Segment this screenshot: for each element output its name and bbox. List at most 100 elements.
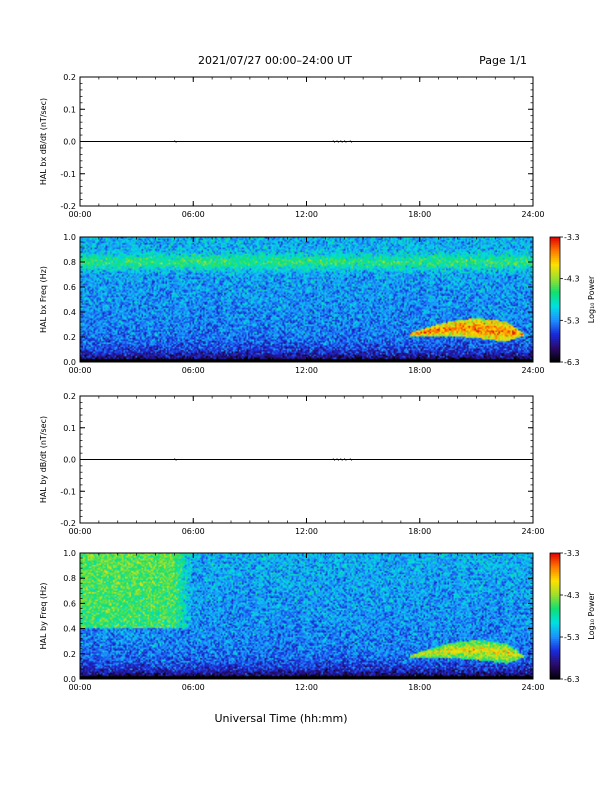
colorbar-segment (550, 357, 560, 361)
colorbar-segment (550, 592, 560, 596)
x-tick-label: 24:00 (521, 210, 544, 219)
colorbar-segment (550, 282, 560, 286)
colorbar-segment (550, 567, 560, 571)
colorbar-segment (550, 345, 560, 349)
colorbar-segment (550, 318, 560, 321)
colorbar-segment (550, 324, 560, 328)
colorbar-label: Log₁₀ Power (587, 592, 596, 640)
colorbar-segment (550, 270, 560, 274)
x-tick-label: 12:00 (295, 210, 318, 219)
colorbar-segment (550, 622, 560, 625)
colorbar-segment (550, 337, 560, 340)
colorbar-segment (550, 253, 560, 257)
colorbar-segment (550, 603, 560, 607)
colorbar-segment (550, 289, 560, 292)
y-axis-label: HAL by dB/dt (nT/sec) (39, 416, 48, 503)
y-tick-label: 0.0 (63, 358, 76, 367)
colorbar-segment (550, 343, 560, 346)
colorbar-segment (550, 561, 560, 565)
y-tick-label: 0.6 (63, 599, 76, 608)
x-tick-label: 00:00 (68, 210, 91, 219)
colorbar-segment (550, 353, 560, 357)
colorbar-segment (550, 647, 560, 651)
colorbar-segment (550, 641, 560, 644)
colorbar-segment (550, 257, 560, 261)
colorbar-segment (550, 616, 560, 619)
colorbar-segment (550, 590, 560, 594)
trace-spike (336, 458, 339, 461)
colorbar-segment (550, 255, 560, 259)
colorbar-segment (550, 613, 560, 617)
colorbar-segment (550, 293, 560, 296)
colorbar-segment (550, 264, 560, 267)
y-tick-label: 0.8 (63, 574, 76, 583)
colorbar-segment (550, 247, 560, 251)
y-tick-label: 0.4 (63, 625, 76, 634)
y-tick-label: -0.2 (60, 519, 76, 528)
trace-spike (174, 458, 177, 461)
colorbar-segment (550, 645, 560, 649)
colorbar-tick-label: -3.3 (564, 549, 580, 558)
colorbar-segment (550, 341, 560, 344)
colorbar-segment (550, 578, 560, 581)
colorbar-segment (550, 626, 560, 630)
colorbar-segment (550, 634, 560, 638)
colorbar-segment (550, 339, 560, 342)
colorbar-segment (550, 557, 560, 560)
y-tick-label: 0.1 (63, 105, 76, 114)
colorbar-segment (550, 676, 560, 680)
colorbar-segment (550, 588, 560, 592)
colorbar-segment (550, 605, 560, 609)
colorbar-segment (550, 239, 560, 242)
x-tick-label: 12:00 (295, 683, 318, 692)
colorbar-segment (550, 651, 560, 655)
colorbar-segment (550, 584, 560, 588)
colorbar-tick-label: -6.3 (564, 675, 580, 684)
y-tick-label: 1.0 (63, 549, 76, 558)
trace-spike (349, 140, 353, 143)
x-tick-label: 18:00 (408, 210, 431, 219)
colorbar-segment (550, 274, 560, 278)
y-axis-label: HAL by Freq (Hz) (39, 583, 48, 650)
colorbar-frame (549, 552, 561, 680)
x-tick-label: 06:00 (182, 527, 205, 536)
spectrogram-image (80, 553, 533, 679)
colorbar-segment (550, 312, 560, 315)
colorbar-segment (550, 664, 560, 667)
colorbar-segment (550, 301, 560, 305)
colorbar-segment (550, 295, 560, 299)
colorbar-segment (550, 618, 560, 621)
x-tick-label: 06:00 (182, 366, 205, 375)
colorbar-segment (550, 243, 560, 246)
colorbar-segment (550, 649, 560, 653)
colorbar-segment (550, 262, 560, 265)
y-tick-label: 0.4 (63, 308, 76, 317)
x-tick-label: 00:00 (68, 683, 91, 692)
x-tick-label: 18:00 (408, 527, 431, 536)
colorbar-segment (550, 278, 560, 282)
colorbar-segment (550, 309, 560, 313)
colorbar-segment (550, 599, 560, 602)
colorbar-segment (550, 574, 560, 577)
colorbar-segment (550, 307, 560, 311)
panels: 00:00 06:00 12:00 18:00 24:00 0.2 0.1 0.0 -0.1 -0… (39, 73, 596, 692)
y-tick-label: 1.0 (63, 233, 76, 242)
x-axis-label: Universal Time (hh:mm) (215, 712, 348, 725)
colorbar-segment (550, 349, 560, 353)
trace-spike (332, 458, 336, 461)
colorbar-segment (550, 355, 560, 359)
y-tick-label: 0.2 (63, 392, 76, 401)
colorbar-tick-label: -5.3 (564, 633, 580, 642)
colorbar-segment (550, 303, 560, 307)
colorbar-segment (550, 280, 560, 284)
colorbar-tick-label: -4.3 (564, 275, 580, 284)
colorbar-frame (549, 236, 561, 363)
colorbar-tick-label: -5.3 (564, 316, 580, 325)
panel-3: 00:00 06:00 12:00 18:00 24:00 0.2 0.1 0.0 -0.1 -0… (39, 392, 545, 536)
x-tick-label: 06:00 (182, 210, 205, 219)
y-tick-label: 0.2 (63, 333, 76, 342)
colorbar-segment (550, 630, 560, 634)
colorbar-tick-label: -3.3 (564, 233, 580, 242)
colorbar-segment (550, 569, 560, 573)
colorbar-segment (550, 586, 560, 590)
